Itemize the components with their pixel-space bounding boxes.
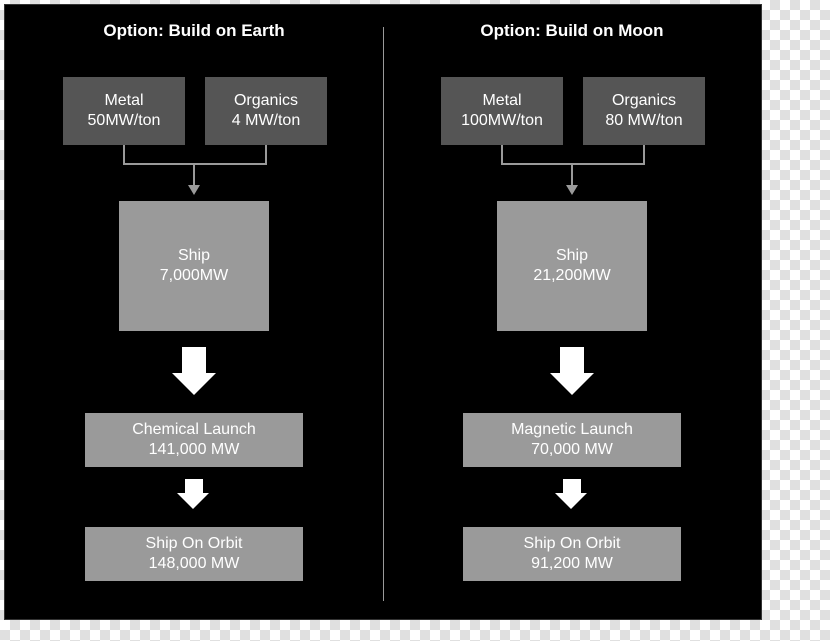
page-canvas: Option: Build on Earth Metal 50MW/ton Or…: [0, 0, 830, 641]
option-column-moon: Option: Build on Moon Metal 100MW/ton Or…: [383, 5, 761, 619]
input-label: Metal: [104, 91, 143, 111]
arrow-down-icon: [560, 347, 584, 395]
arrow-down-icon: [188, 185, 200, 195]
connector: [123, 145, 125, 163]
orbit-box: Ship On Orbit 91,200 MW: [463, 527, 681, 581]
input-value: 4 MW/ton: [232, 111, 300, 131]
launch-box: Magnetic Launch 70,000 MW: [463, 413, 681, 467]
orbit-label: Ship On Orbit: [146, 534, 243, 554]
input-box-metal: Metal 100MW/ton: [441, 77, 563, 145]
input-box-metal: Metal 50MW/ton: [63, 77, 185, 145]
connector: [643, 145, 645, 163]
connector: [571, 163, 573, 185]
orbit-box: Ship On Orbit 148,000 MW: [85, 527, 303, 581]
ship-value: 21,200MW: [533, 266, 610, 286]
diagram-panel: Option: Build on Earth Metal 50MW/ton Or…: [4, 4, 762, 620]
option-title: Option: Build on Earth: [5, 21, 383, 41]
ship-label: Ship: [178, 246, 210, 266]
connector: [501, 163, 645, 165]
arrow-down-icon: [182, 347, 206, 395]
input-box-organics: Organics 80 MW/ton: [583, 77, 705, 145]
arrow-down-icon: [562, 479, 582, 509]
ship-value: 7,000MW: [160, 266, 228, 286]
input-label: Organics: [234, 91, 298, 111]
option-title: Option: Build on Moon: [383, 21, 761, 41]
launch-label: Magnetic Launch: [511, 420, 633, 440]
input-value: 80 MW/ton: [605, 111, 682, 131]
launch-label: Chemical Launch: [132, 420, 256, 440]
arrow-down-icon: [566, 185, 578, 195]
launch-value: 141,000 MW: [149, 440, 240, 460]
connector: [265, 145, 267, 163]
input-box-organics: Organics 4 MW/ton: [205, 77, 327, 145]
option-column-earth: Option: Build on Earth Metal 50MW/ton Or…: [5, 5, 383, 619]
orbit-value: 148,000 MW: [149, 554, 240, 574]
ship-label: Ship: [556, 246, 588, 266]
orbit-label: Ship On Orbit: [524, 534, 621, 554]
input-value: 50MW/ton: [88, 111, 161, 131]
launch-value: 70,000 MW: [531, 440, 613, 460]
connector: [193, 163, 195, 185]
input-label: Metal: [482, 91, 521, 111]
ship-box: Ship 21,200MW: [497, 201, 647, 331]
connector: [123, 163, 267, 165]
ship-box: Ship 7,000MW: [119, 201, 269, 331]
launch-box: Chemical Launch 141,000 MW: [85, 413, 303, 467]
input-label: Organics: [612, 91, 676, 111]
connector: [501, 145, 503, 163]
orbit-value: 91,200 MW: [531, 554, 613, 574]
input-value: 100MW/ton: [461, 111, 543, 131]
arrow-down-icon: [184, 479, 204, 509]
